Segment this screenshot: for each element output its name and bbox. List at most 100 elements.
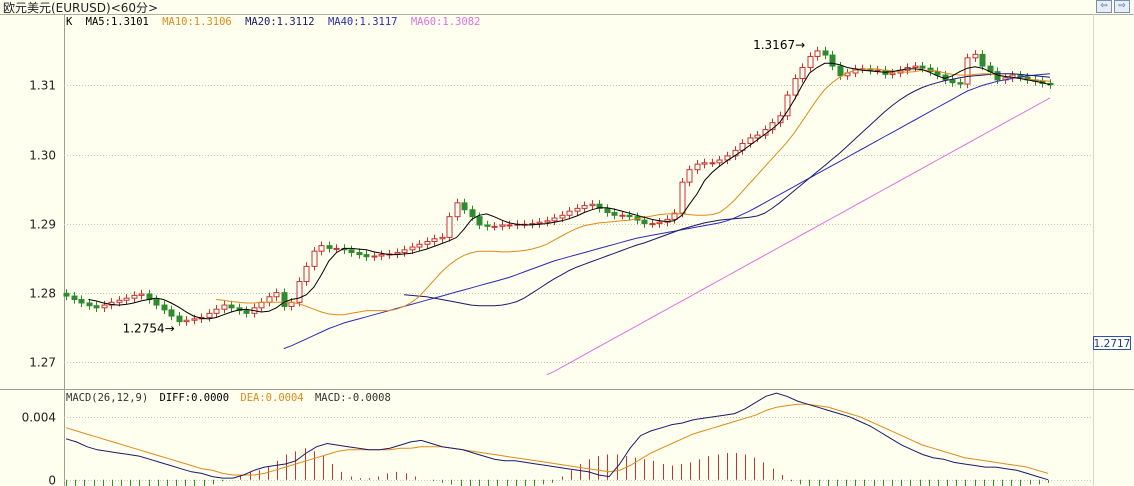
candle-body bbox=[258, 301, 265, 309]
macd-legend-name: MACD(26,12,9) bbox=[66, 392, 149, 404]
diff-line bbox=[65, 392, 1049, 481]
candle-body bbox=[671, 212, 678, 220]
candle-body bbox=[589, 203, 596, 207]
candle-body bbox=[446, 216, 453, 238]
candle-body bbox=[356, 252, 363, 256]
candle-body bbox=[348, 249, 355, 254]
candle-body bbox=[191, 318, 198, 321]
candle-body bbox=[596, 203, 603, 209]
candle-body bbox=[551, 217, 558, 222]
candle-body bbox=[889, 72, 896, 75]
candle-body bbox=[536, 221, 543, 225]
high-annotation: 1.3167→ bbox=[753, 38, 805, 52]
price-tick-label: 1.29 bbox=[29, 218, 56, 232]
candle-body bbox=[303, 265, 310, 283]
candle-body bbox=[964, 57, 971, 85]
candle-body bbox=[566, 210, 573, 216]
candle-body bbox=[506, 224, 513, 227]
candle-body bbox=[168, 309, 175, 317]
candle-body bbox=[296, 281, 303, 303]
candle-body bbox=[206, 312, 213, 318]
candle-body bbox=[814, 50, 821, 57]
chart-title: 欧元美元(EURUSD)<60分> bbox=[3, 1, 159, 15]
candle-body bbox=[461, 202, 468, 211]
candle-body bbox=[934, 71, 941, 76]
candle-body bbox=[807, 55, 814, 68]
candle-body bbox=[979, 53, 986, 67]
candle-body bbox=[799, 66, 806, 80]
scroll-left-icon[interactable]: ⇦ bbox=[1096, 0, 1112, 13]
ma-legend: K MA5:1.3101 MA10:1.3106 MA20:1.3112 MA4… bbox=[66, 16, 487, 28]
candle-body bbox=[476, 216, 483, 226]
price-tick-label: 1.31 bbox=[29, 79, 56, 93]
candle-body bbox=[266, 296, 273, 303]
candle-body bbox=[837, 65, 844, 77]
candle-body bbox=[716, 159, 723, 164]
ma20-line bbox=[403, 73, 1051, 307]
legend-ma60: MA60:1.3082 bbox=[410, 16, 481, 28]
price-tick-label: 1.27 bbox=[29, 356, 56, 370]
candle-body bbox=[131, 294, 138, 299]
candle-body bbox=[972, 53, 979, 59]
candle-body bbox=[454, 202, 461, 218]
candle-body bbox=[559, 214, 566, 219]
candle-body bbox=[822, 50, 829, 56]
candle-body bbox=[484, 224, 491, 227]
candle-body bbox=[491, 225, 498, 228]
candle-body bbox=[792, 78, 799, 96]
candle-body bbox=[394, 252, 401, 255]
candle-body bbox=[611, 212, 618, 216]
candle-body bbox=[754, 134, 761, 139]
candle-body bbox=[424, 241, 431, 245]
candle-body bbox=[153, 299, 160, 306]
candle-body bbox=[581, 205, 588, 209]
candle-body bbox=[679, 181, 686, 214]
candle-body bbox=[176, 315, 183, 323]
legend-ma10: MA10:1.3106 bbox=[162, 16, 232, 28]
nav-buttons: ⇦ ⇨ bbox=[1096, 0, 1130, 13]
legend-k: K bbox=[66, 16, 73, 28]
candle-body bbox=[747, 137, 754, 144]
macd-legend-dea: DEA:0.0004 bbox=[240, 392, 304, 404]
candle-body bbox=[116, 299, 123, 303]
candle-body bbox=[101, 304, 108, 309]
candle-body bbox=[71, 295, 78, 301]
candle-body bbox=[401, 249, 408, 254]
candle-body bbox=[93, 305, 100, 309]
candle-body bbox=[378, 254, 385, 257]
legend-ma20: MA20:1.3112 bbox=[245, 16, 315, 28]
ma10-line bbox=[216, 68, 1051, 316]
candle-body bbox=[626, 214, 633, 218]
candle-body bbox=[709, 162, 716, 165]
dea-line bbox=[65, 403, 1049, 476]
candle-body bbox=[499, 224, 506, 227]
candle-body bbox=[641, 219, 648, 225]
candle-body bbox=[439, 236, 446, 240]
candle-body bbox=[619, 214, 626, 217]
ma5-line bbox=[88, 62, 1051, 320]
candle-body bbox=[371, 255, 378, 258]
candle-body bbox=[221, 304, 228, 310]
candle-body bbox=[701, 162, 708, 165]
candle-body bbox=[544, 220, 551, 223]
candle-body bbox=[784, 94, 791, 117]
candle-body bbox=[86, 302, 93, 307]
scroll-right-icon[interactable]: ⇨ bbox=[1114, 0, 1130, 13]
legend-ma5: MA5:1.3101 bbox=[85, 16, 149, 28]
ma40-line bbox=[283, 73, 1051, 350]
candle-body bbox=[273, 292, 280, 298]
candle-body bbox=[829, 54, 836, 67]
ma60-line bbox=[546, 97, 1051, 376]
candle-body bbox=[949, 79, 956, 84]
candle-body bbox=[409, 246, 416, 251]
candle-body bbox=[686, 169, 693, 183]
candle-body bbox=[138, 293, 145, 296]
current-price-box bbox=[1093, 336, 1131, 350]
candle-body bbox=[649, 223, 656, 226]
candle-body bbox=[431, 238, 438, 243]
legend-ma40: MA40:1.3117 bbox=[327, 16, 398, 28]
candle-body bbox=[416, 243, 423, 248]
candle-body bbox=[318, 245, 325, 252]
candle-body bbox=[243, 310, 250, 314]
